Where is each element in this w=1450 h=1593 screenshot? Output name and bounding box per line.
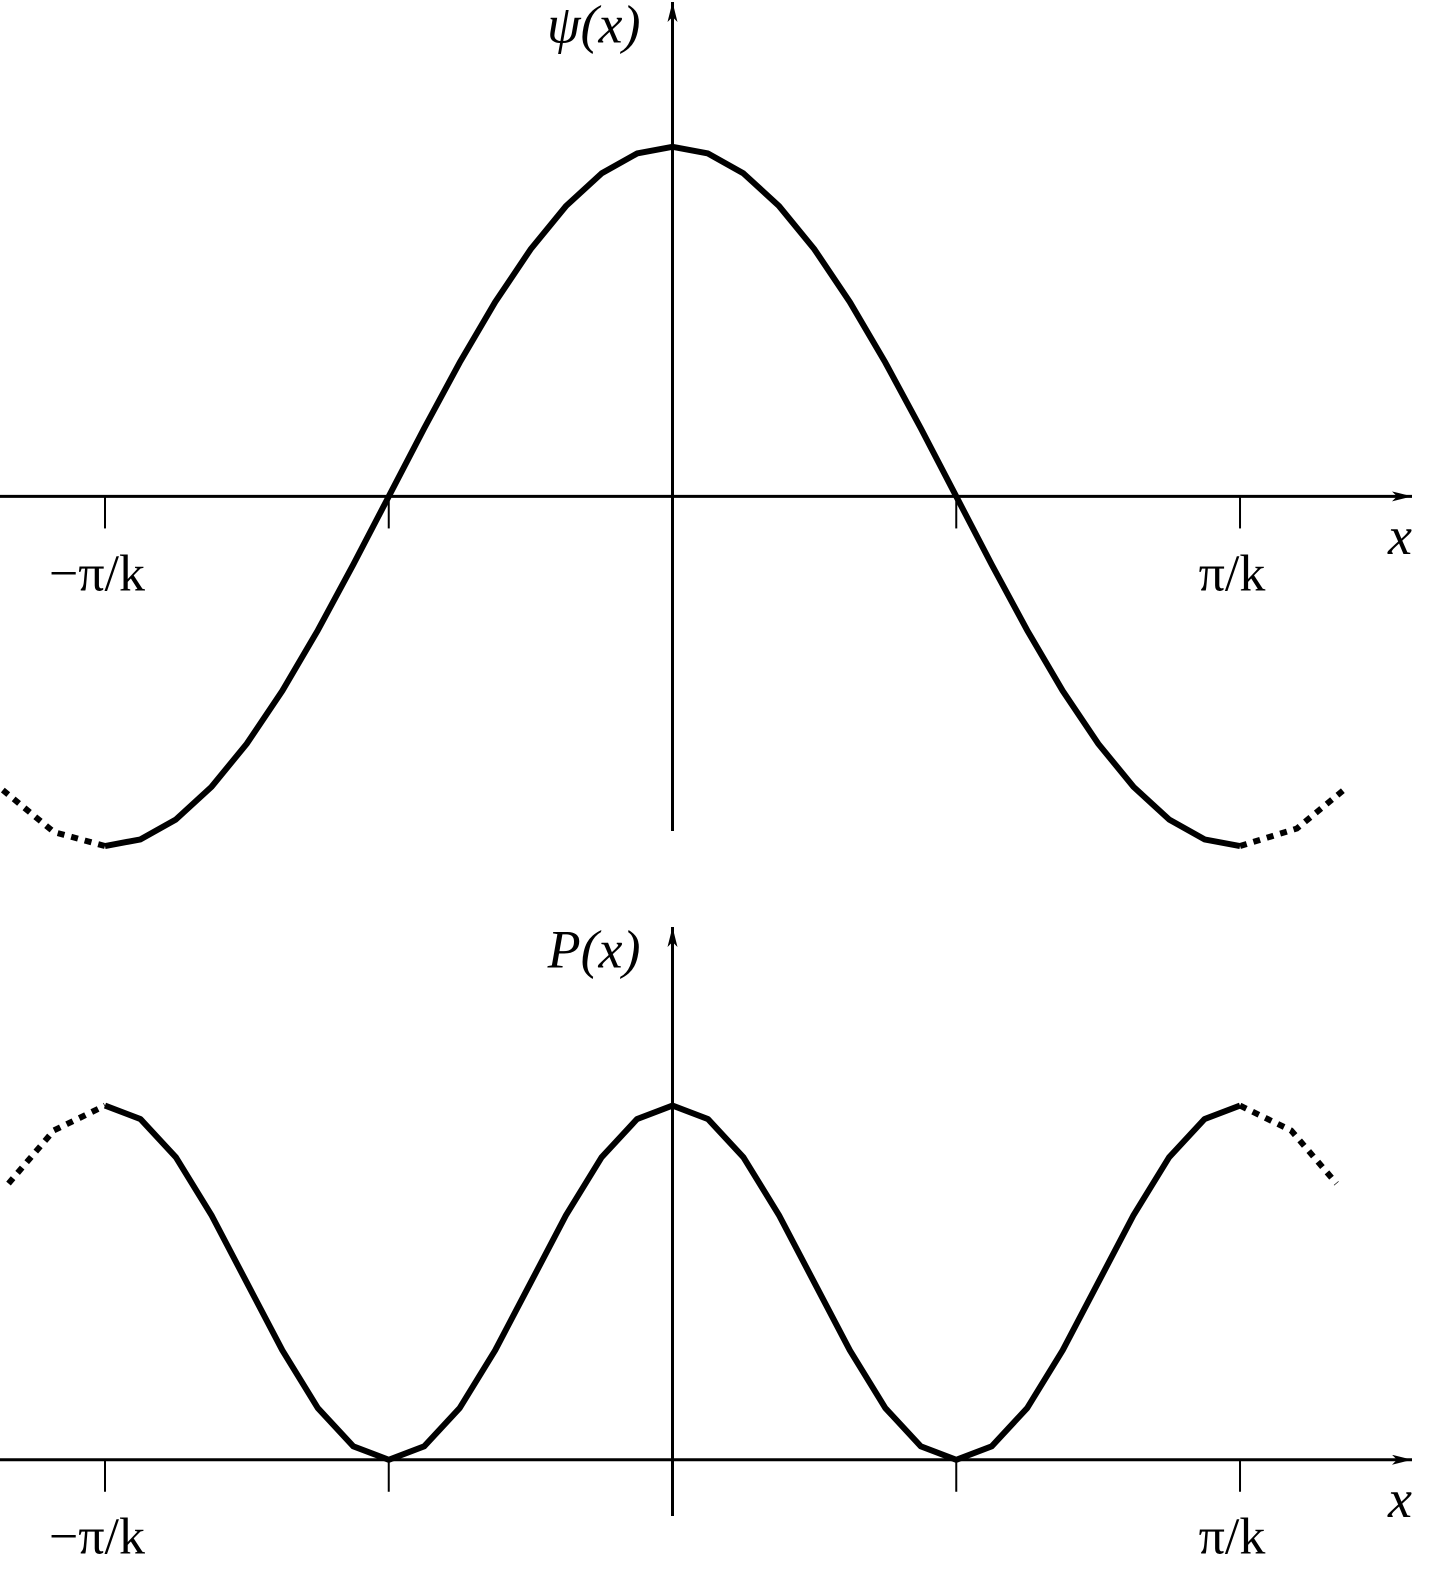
curve [0, 787, 106, 849]
curve [6, 1102, 107, 1186]
curve [104, 143, 1241, 849]
y-label: ψ(x) [547, 0, 640, 54]
x-tick-label: −π/k [49, 545, 145, 602]
curve [1238, 1102, 1339, 1186]
x-label: x [1387, 506, 1412, 566]
x-label: x [1387, 1469, 1412, 1529]
x-tick-label: π/k [1199, 1509, 1266, 1566]
x-tick-label: −π/k [49, 1509, 145, 1566]
x-tick-label: π/k [1199, 545, 1266, 602]
curve [1239, 784, 1350, 849]
y-label: P(x) [547, 919, 641, 979]
curve [103, 1102, 1242, 1463]
